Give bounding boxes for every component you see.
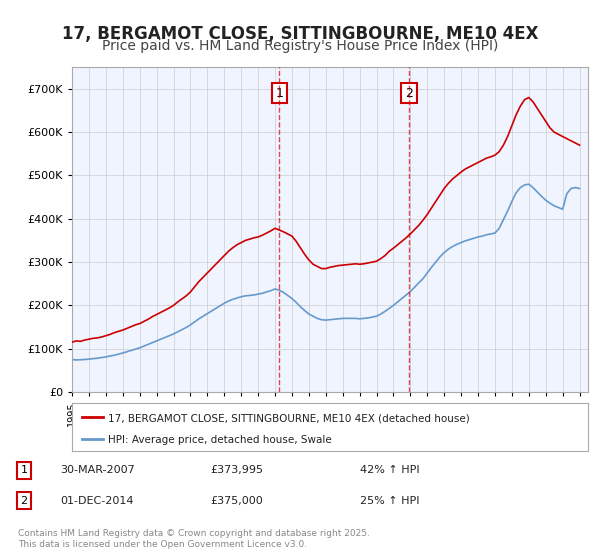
Text: 17, BERGAMOT CLOSE, SITTINGBOURNE, ME10 4EX (detached house): 17, BERGAMOT CLOSE, SITTINGBOURNE, ME10 … (108, 413, 470, 423)
Text: 25% ↑ HPI: 25% ↑ HPI (360, 496, 419, 506)
Text: 1: 1 (20, 465, 28, 475)
Text: 1: 1 (275, 87, 283, 100)
Text: 01-DEC-2014: 01-DEC-2014 (60, 496, 133, 506)
Text: Price paid vs. HM Land Registry's House Price Index (HPI): Price paid vs. HM Land Registry's House … (102, 39, 498, 53)
Text: Contains HM Land Registry data © Crown copyright and database right 2025.
This d: Contains HM Land Registry data © Crown c… (18, 529, 370, 549)
Text: 2: 2 (405, 87, 413, 100)
Text: 30-MAR-2007: 30-MAR-2007 (60, 465, 135, 475)
Text: HPI: Average price, detached house, Swale: HPI: Average price, detached house, Swal… (108, 435, 332, 445)
Text: 2: 2 (20, 496, 28, 506)
Text: £373,995: £373,995 (210, 465, 263, 475)
Text: £375,000: £375,000 (210, 496, 263, 506)
Text: 17, BERGAMOT CLOSE, SITTINGBOURNE, ME10 4EX: 17, BERGAMOT CLOSE, SITTINGBOURNE, ME10 … (62, 25, 538, 43)
Text: 42% ↑ HPI: 42% ↑ HPI (360, 465, 419, 475)
